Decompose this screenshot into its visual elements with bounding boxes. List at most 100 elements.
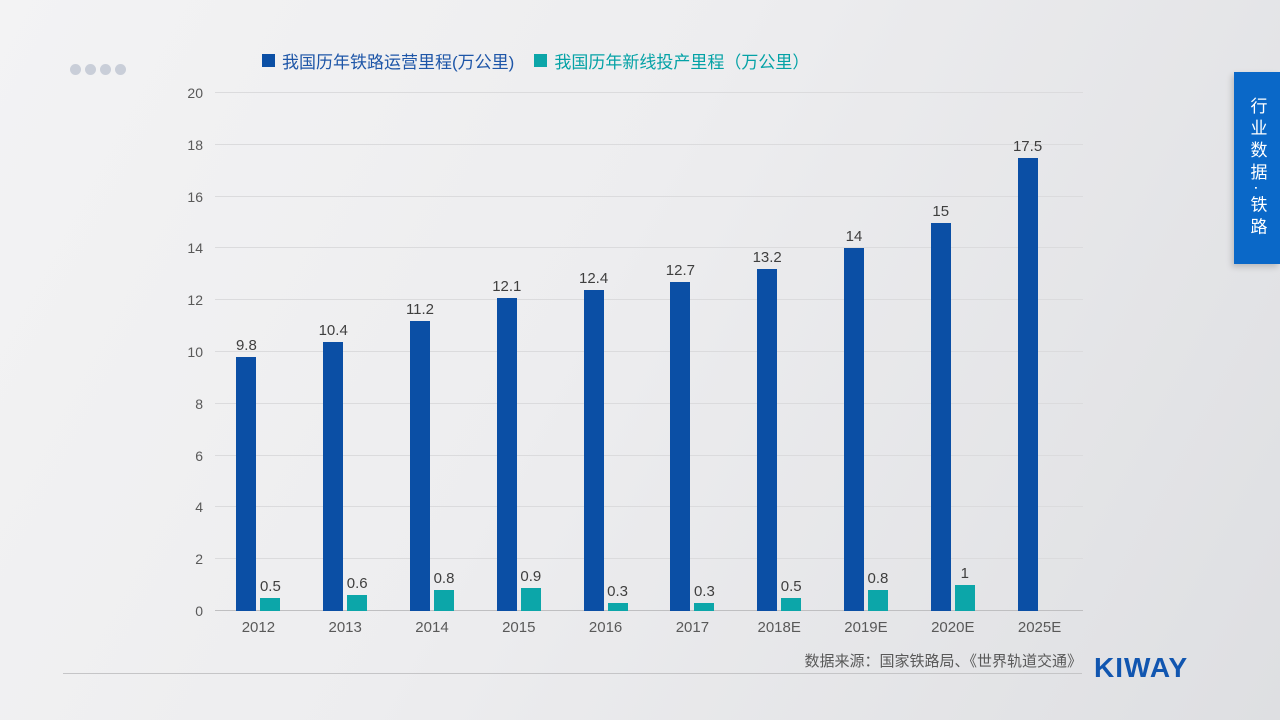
bar-value-label: 0.5 bbox=[259, 578, 281, 596]
x-tick-label: 2015 bbox=[502, 619, 536, 636]
bar-value-label: 0.9 bbox=[520, 567, 542, 585]
bar-value-label: 11.2 bbox=[405, 300, 435, 318]
x-tick-label: 2013 bbox=[328, 619, 362, 636]
gridline bbox=[215, 351, 1083, 352]
y-tick-label: 10 bbox=[187, 344, 203, 360]
bar-operating-mileage: 13.2 bbox=[753, 93, 782, 611]
source-note: 数据来源：国家铁路局、《世界轨道交通》 bbox=[804, 653, 1082, 670]
bar-rect bbox=[1017, 157, 1038, 611]
bar-operating-mileage: 9.8 bbox=[235, 93, 257, 611]
gridline bbox=[215, 247, 1083, 249]
chart-legend: 我国历年铁路运营里程(万公里) 我国历年新线投产里程（万公里） bbox=[262, 48, 809, 73]
dot-icon bbox=[70, 64, 81, 75]
y-tick-label: 18 bbox=[187, 136, 203, 153]
bar-group: 13.2 0.5 2018E bbox=[736, 93, 823, 636]
bar-group: 11.2 0.8 2014 bbox=[389, 93, 476, 636]
bar-operating-mileage: 11.2 bbox=[406, 93, 434, 611]
gridline bbox=[215, 92, 1083, 93]
bar-rect bbox=[694, 603, 715, 611]
bar-new-line-mileage: 0.9 bbox=[520, 93, 542, 611]
y-tick-label: 8 bbox=[195, 395, 203, 412]
bar-value-label: 12.7 bbox=[665, 262, 695, 280]
legend-label: 我国历年铁路运营里程(万公里) bbox=[282, 53, 515, 72]
legend-label: 我国历年新线投产里程（万公里） bbox=[554, 53, 810, 72]
bar-group: 10.4 0.6 2013 bbox=[302, 93, 389, 636]
x-tick-label: 2017 bbox=[675, 619, 710, 636]
bar-new-line-mileage: 0.5 bbox=[259, 93, 281, 611]
bar-value-label: 0.6 bbox=[346, 575, 368, 593]
bar-new-line-mileage: 0.8 bbox=[868, 93, 888, 611]
bar-operating-mileage: 15 bbox=[930, 93, 951, 611]
bar-group: 15 1 2020E bbox=[909, 93, 996, 636]
bar-new-line-mileage: 0.5 bbox=[780, 93, 802, 611]
legend-swatch-icon bbox=[534, 54, 548, 67]
bar-group: 14 0.8 2019E bbox=[823, 93, 910, 636]
bar-rect bbox=[323, 341, 344, 611]
bar-rect bbox=[930, 222, 951, 611]
bar-new-line-mileage: 1 bbox=[954, 93, 975, 611]
dot-icon bbox=[85, 64, 96, 75]
gridline bbox=[215, 558, 1083, 560]
bar-operating-mileage: 12.7 bbox=[666, 93, 695, 611]
bar-rect bbox=[757, 269, 778, 611]
pagination-dots bbox=[70, 64, 126, 75]
x-tick-label: 2020E bbox=[931, 619, 975, 636]
bar-rect bbox=[781, 598, 802, 611]
bar-rect bbox=[433, 590, 454, 611]
gridline bbox=[215, 402, 1083, 404]
gridline bbox=[215, 143, 1083, 145]
bar-rect bbox=[347, 595, 368, 611]
gridline bbox=[215, 195, 1083, 197]
bar-rect bbox=[954, 585, 975, 611]
bar-value-label: 14 bbox=[845, 228, 863, 246]
x-tick-label: 2018E bbox=[757, 619, 801, 636]
bar-operating-mileage: 17.5 bbox=[1013, 93, 1042, 611]
side-tab-industry-data-railway: 行业数据·铁路 bbox=[1234, 72, 1280, 264]
bar-value-label: 1 bbox=[960, 565, 969, 583]
bar-value-label: 0.5 bbox=[780, 578, 802, 596]
bar-value-label: 10.4 bbox=[318, 321, 348, 339]
y-tick-label: 6 bbox=[195, 447, 203, 464]
bar-operating-mileage: 12.4 bbox=[579, 93, 608, 611]
bar-rect bbox=[409, 320, 430, 611]
y-tick-label: 2 bbox=[195, 551, 203, 568]
dot-icon bbox=[115, 64, 126, 75]
y-tick-label: 20 bbox=[187, 85, 203, 101]
gridline bbox=[215, 299, 1083, 301]
x-tick-label: 2012 bbox=[241, 619, 276, 636]
x-tick-label: 2025E bbox=[1017, 619, 1062, 636]
bar-value-label: 17.5 bbox=[1012, 137, 1043, 155]
bar-value-label: 0.8 bbox=[433, 570, 455, 588]
gridline bbox=[215, 506, 1083, 508]
y-tick-label: 14 bbox=[187, 240, 203, 257]
bar-rect bbox=[607, 603, 628, 611]
x-axis-line bbox=[215, 610, 1083, 611]
bar-value-label: 15 bbox=[932, 202, 950, 220]
bar-group: 12.7 0.3 2017 bbox=[649, 93, 736, 636]
bar-rect bbox=[520, 587, 541, 611]
legend-item: 我国历年新线投产里程（万公里） bbox=[534, 48, 809, 73]
bar-value-label: 0.8 bbox=[867, 570, 889, 588]
bar-value-label: 9.8 bbox=[235, 337, 257, 355]
bar-rect bbox=[236, 357, 257, 611]
x-tick-label: 2019E bbox=[844, 619, 888, 636]
y-tick-label: 4 bbox=[195, 499, 203, 516]
y-tick-label: 0 bbox=[195, 603, 203, 619]
bar-operating-mileage: 10.4 bbox=[319, 93, 348, 611]
legend-swatch-icon bbox=[262, 54, 275, 67]
bar-rect bbox=[260, 598, 281, 611]
bar-group: 9.8 0.5 2012 bbox=[215, 93, 302, 636]
bar-operating-mileage: 12.1 bbox=[492, 93, 521, 611]
bar-rect bbox=[843, 248, 864, 611]
chart-area: 9.8 0.5 2012 10.4 0.6 2013 11.2 0.8 2014 12.1 0.9 2… bbox=[187, 85, 1083, 636]
x-tick-label: 2014 bbox=[415, 619, 449, 636]
bar-new-line-mileage: 0.3 bbox=[607, 93, 629, 611]
bar-new-line-mileage: 0.6 bbox=[346, 93, 368, 611]
bar-rect bbox=[583, 289, 604, 611]
bar-value-label: 13.2 bbox=[752, 249, 782, 267]
bar-value-label: 12.4 bbox=[578, 269, 609, 287]
bar-value-label: 0.3 bbox=[607, 583, 629, 601]
bar-new-line-mileage: 0.8 bbox=[434, 93, 454, 611]
y-tick-label: 16 bbox=[187, 188, 203, 205]
